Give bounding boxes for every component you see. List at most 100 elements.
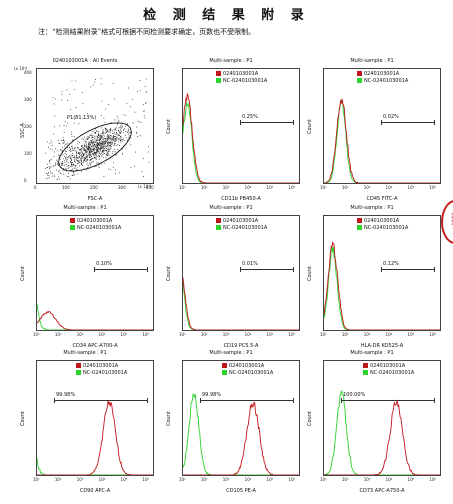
histogram-x-tick: 10¹ xyxy=(33,332,40,337)
histogram-panel: Multi-sample : P1 0240103001A NC-024010300… xyxy=(160,350,302,498)
histogram-svg xyxy=(183,392,299,475)
histogram-axes xyxy=(182,68,300,184)
scatter-x-exponent: (x 10⁴) xyxy=(138,184,152,189)
legend-swatch-sample xyxy=(216,218,221,223)
legend-label-sample: 0240103001A xyxy=(77,218,113,224)
histogram-y-label: Count xyxy=(166,411,172,426)
scatter-x-tick: 200 xyxy=(90,185,98,190)
histogram-title: Multi-sample : P1 xyxy=(350,205,394,211)
legend-label-control: NC-0240103001A xyxy=(223,78,268,84)
histogram-legend: 0240103001A NC-0240103001A xyxy=(222,363,273,377)
gate-percentage: 99.98% xyxy=(56,392,76,398)
sample-histogram-line xyxy=(183,401,299,475)
scatter-x-tick: 100 xyxy=(62,185,70,190)
marker-gate xyxy=(54,398,148,403)
legend-label-sample: 0240103001A xyxy=(364,218,400,224)
histogram-x-tick: 10² xyxy=(341,477,349,482)
histogram-x-label: CD73 APC-A750-A xyxy=(359,488,405,494)
histogram-y-label: Count xyxy=(307,266,313,281)
histogram-legend: 0240103001A NC-0240103001A xyxy=(363,363,414,377)
histogram-x-label: CD45 FITC-A xyxy=(366,196,398,202)
histogram-panel: Multi-sample : P1 0240103001A NC-024010300… xyxy=(301,205,443,353)
scatter-x-tick: 0 xyxy=(34,185,37,190)
histogram-x-tick: 10² xyxy=(200,477,208,482)
histogram-panel: Multi-sample : P1 0240103001A NC-024010300… xyxy=(14,350,156,498)
histogram-x-tick: 10⁴ xyxy=(385,185,393,190)
histogram-x-tick: 10¹ xyxy=(320,185,327,190)
histogram-x-tick: 10³ xyxy=(222,477,230,482)
histogram-x-label: CD105 PE-A xyxy=(226,488,256,494)
histogram-axes xyxy=(323,215,441,331)
sample-histogram-line xyxy=(37,310,153,330)
histogram-x-tick: 10² xyxy=(54,332,62,337)
legend-swatch-sample xyxy=(76,363,81,368)
histogram-x-label: CD19 PC5.5-A xyxy=(223,343,259,349)
page-title: 检 测 结 果 附 录 xyxy=(143,8,310,23)
control-histogram-line xyxy=(183,279,299,330)
histogram-x-tick: 10¹ xyxy=(179,477,186,482)
marker-gate xyxy=(94,267,148,272)
histogram-axes xyxy=(36,215,154,331)
sample-histogram-line xyxy=(37,400,153,475)
histogram-x-tick: 10⁴ xyxy=(385,477,393,482)
histogram-panel: Multi-sample : P1 0240103001A NC-024010300… xyxy=(14,205,156,353)
legend-label-sample: 0240103001A xyxy=(223,218,259,224)
histogram-x-tick: 10² xyxy=(341,185,349,190)
histogram-x-tick: 10⁵ xyxy=(120,477,128,482)
scatter-dots xyxy=(45,78,150,180)
histogram-x-tick: 10⁴ xyxy=(98,332,106,337)
histogram-svg xyxy=(324,390,440,475)
scatter-y-tick: 400 xyxy=(24,70,32,75)
control-histogram-line xyxy=(183,101,299,183)
legend-swatch-sample xyxy=(222,363,227,368)
legend-label-control: NC-0240103001A xyxy=(83,370,128,376)
histogram-legend: 0240103001A NC-0240103001A xyxy=(216,218,267,232)
histogram-x-tick: 10³ xyxy=(76,332,84,337)
histogram-x-tick: 10² xyxy=(200,332,208,337)
histogram-axes xyxy=(182,215,300,331)
histogram-x-tick: 10⁴ xyxy=(244,477,252,482)
histogram-x-tick: 10⁵ xyxy=(120,332,128,337)
histogram-title: Multi-sample : P1 xyxy=(209,205,253,211)
histogram-x-tick: 10⁵ xyxy=(407,185,415,190)
legend-item-sample: 0240103001A xyxy=(222,363,273,370)
histogram-svg xyxy=(37,303,153,330)
histogram-axes xyxy=(323,68,441,184)
histogram-panel: Multi-sample : P1 0240103001A NC-024010300… xyxy=(160,205,302,353)
legend-swatch-sample xyxy=(216,71,221,76)
gate-percentage: 0.12% xyxy=(383,261,399,267)
legend-label-sample: 0240103001A xyxy=(364,71,400,77)
histogram-x-tick: 10⁶ xyxy=(142,477,150,482)
gate-percentage: 0.25% xyxy=(242,114,258,120)
control-histogram-line xyxy=(37,303,153,330)
histogram-legend: 0240103001A NC-0240103001A xyxy=(216,71,267,85)
sample-histogram-line xyxy=(183,93,299,183)
legend-swatch-control xyxy=(216,225,221,230)
histogram-x-tick: 10⁴ xyxy=(244,332,252,337)
histogram-legend: 0240103001A NC-0240103001A xyxy=(76,363,127,377)
histogram-x-label: HLA-DR KO525-A xyxy=(360,343,404,349)
control-histogram-line xyxy=(324,99,440,183)
histogram-axes xyxy=(36,360,154,476)
legend-label-control: NC-0240103001A xyxy=(364,78,409,84)
histogram-x-tick: 10⁵ xyxy=(266,185,274,190)
histogram-axes xyxy=(323,360,441,476)
legend-item-sample: 0240103001A xyxy=(76,363,127,370)
legend-item-sample: 0240103001A xyxy=(357,71,408,78)
legend-item-sample: 0240103001A xyxy=(70,218,121,225)
legend-item-control: NC-0240103001A xyxy=(357,78,408,85)
scatter-gate-label: P1(81.13%) xyxy=(67,115,96,121)
sample-histogram-line xyxy=(324,399,440,475)
histogram-x-tick: 10³ xyxy=(363,332,371,337)
histogram-x-label: CD34 APC-A700-A xyxy=(72,343,118,349)
histogram-x-tick: 10⁵ xyxy=(266,332,274,337)
legend-swatch-control xyxy=(76,370,81,375)
histogram-x-tick: 10⁶ xyxy=(288,332,296,337)
histogram-legend: 0240103001A NC-0240103001A xyxy=(357,218,408,232)
legend-label-control: NC-0240103001A xyxy=(223,225,268,231)
legend-swatch-sample xyxy=(357,71,362,76)
histogram-svg xyxy=(324,98,440,183)
histogram-y-label: Count xyxy=(166,119,172,134)
histogram-x-tick: 10⁶ xyxy=(429,185,437,190)
histogram-x-tick: 10³ xyxy=(222,185,230,190)
